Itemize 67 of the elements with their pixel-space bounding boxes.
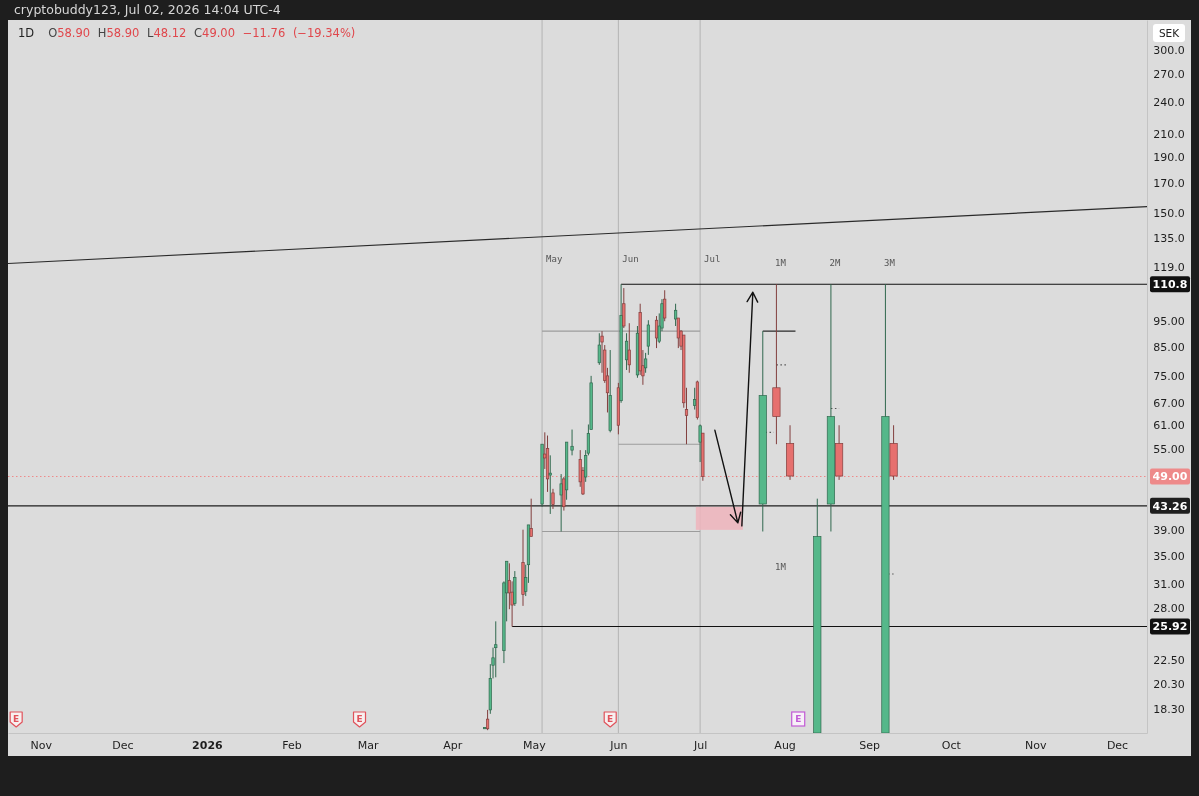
y-tick-label: 20.30 <box>1153 678 1185 692</box>
y-tick-label: 55.00 <box>1153 443 1185 457</box>
x-tick-label: Jul <box>692 738 708 752</box>
candlestick <box>646 319 650 356</box>
y-tick-label: 240.0 <box>1153 96 1185 110</box>
y-tick-label: 75.00 <box>1153 370 1185 384</box>
x-tick-label: Jun <box>609 738 628 752</box>
annotation: 1M <box>774 258 787 269</box>
y-tick-label: 61.00 <box>1153 418 1185 432</box>
y-tick-label: 150.0 <box>1153 206 1185 220</box>
y-tick-label: 18.30 <box>1153 702 1185 716</box>
candlestick <box>698 423 702 463</box>
candlestick <box>597 332 601 366</box>
y-tick-label: 28.00 <box>1153 602 1185 616</box>
y-tick-label: 170.0 <box>1153 177 1185 191</box>
text: 1D <box>18 26 35 41</box>
x-tick-label: Oct <box>941 738 962 752</box>
y-tick-label: 270.0 <box>1153 68 1185 82</box>
annotation: 2M <box>829 258 841 269</box>
ref-line-label: Jun <box>622 254 639 264</box>
candlestick <box>663 289 667 322</box>
annotation: E <box>356 714 363 725</box>
y-tick-label: 35.00 <box>1153 549 1185 563</box>
candlestick <box>551 488 555 510</box>
text: O58.90 H58.90 L48.12 C49.00 −11.76 (−19.34%) <box>48 26 356 41</box>
ref-line-label: Jul <box>704 254 721 264</box>
annotation: E <box>795 714 802 725</box>
annotation: 3M <box>883 258 896 269</box>
x-tick-label: Dec <box>1106 738 1129 752</box>
x-tick-label: Feb <box>282 738 302 752</box>
candlestick <box>622 287 626 329</box>
y-tick-label: 85.00 <box>1153 340 1185 354</box>
y-axis-title: SEK <box>1158 26 1181 39</box>
text: cryptobuddy123, Jul 02, 2026 14:04 UTC-4 <box>14 2 281 18</box>
y-tick-label: 135.0 <box>1153 231 1185 245</box>
candlestick <box>494 620 498 678</box>
x-tick-label: Dec <box>112 738 134 752</box>
y-tick-label: 119.0 <box>1153 261 1185 275</box>
y-tick-label: 22.50 <box>1153 653 1185 667</box>
x-tick-label: Nov <box>1025 738 1047 752</box>
y-tick-label: 95.00 <box>1153 314 1185 328</box>
annotation: 1M <box>774 562 787 573</box>
candlestick <box>524 564 528 597</box>
x-tick-label: Apr <box>443 738 463 752</box>
candlestick <box>627 322 631 374</box>
x-tick-label: 2026 <box>192 738 224 752</box>
candlestick <box>644 352 648 374</box>
y-tick-label: 210.0 <box>1153 127 1185 141</box>
candlestick <box>693 387 697 411</box>
x-tick-label: May <box>523 738 547 752</box>
x-tick-label: Nov <box>30 738 53 752</box>
candlestick <box>674 303 678 327</box>
x-tick-label: Mar <box>357 738 380 752</box>
annotation: E <box>607 714 614 725</box>
candlestick <box>529 498 533 537</box>
y-tick-label: 31.00 <box>1153 578 1185 592</box>
annotation: E <box>13 714 20 725</box>
ref-line-label: May <box>546 254 563 264</box>
y-tick-label: 190.0 <box>1153 151 1185 165</box>
candlestick <box>570 429 574 456</box>
y-tick-label: 39.00 <box>1153 524 1185 538</box>
candlestick <box>676 317 680 349</box>
y-tick-label: 67.00 <box>1153 396 1185 410</box>
x-tick-label: Aug <box>774 738 796 752</box>
currency-button: SEK <box>1153 24 1185 42</box>
x-tick-label: Sep <box>859 738 880 752</box>
y-tick-label: 300.0 <box>1153 43 1185 57</box>
